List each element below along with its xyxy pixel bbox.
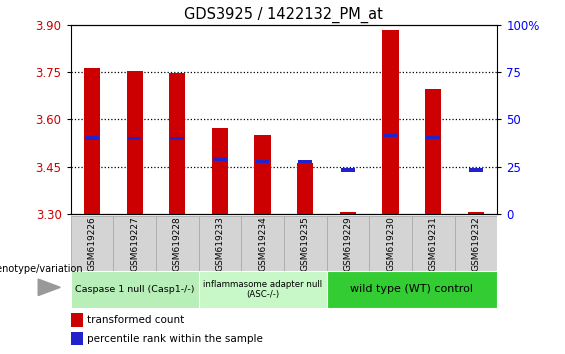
FancyBboxPatch shape [71, 271, 199, 308]
FancyBboxPatch shape [412, 216, 454, 271]
Text: transformed count: transformed count [87, 315, 184, 325]
Bar [128, 137, 141, 140]
Bar [127, 72, 143, 214]
Text: inflammasome adapter null
(ASC-/-): inflammasome adapter null (ASC-/-) [203, 280, 322, 299]
FancyBboxPatch shape [370, 216, 412, 271]
FancyBboxPatch shape [327, 216, 370, 271]
Text: wild type (WT) control: wild type (WT) control [350, 284, 473, 295]
Bar [298, 160, 312, 163]
FancyBboxPatch shape [327, 271, 497, 308]
Text: GSM619231: GSM619231 [429, 216, 438, 271]
Bar [254, 135, 271, 214]
Text: percentile rank within the sample: percentile rank within the sample [87, 333, 263, 343]
Title: GDS3925 / 1422132_PM_at: GDS3925 / 1422132_PM_at [185, 7, 383, 23]
FancyBboxPatch shape [199, 216, 241, 271]
Text: GSM619230: GSM619230 [386, 216, 395, 271]
Text: Caspase 1 null (Casp1-/-): Caspase 1 null (Casp1-/-) [75, 285, 194, 294]
Text: GSM619229: GSM619229 [344, 216, 353, 271]
Bar [256, 160, 270, 163]
FancyBboxPatch shape [71, 216, 113, 271]
FancyBboxPatch shape [156, 216, 199, 271]
Bar [84, 68, 100, 214]
Bar [71, 313, 82, 326]
Polygon shape [38, 279, 60, 296]
FancyBboxPatch shape [241, 216, 284, 271]
Bar [171, 137, 184, 140]
Bar [383, 30, 399, 214]
Bar [212, 128, 228, 214]
Bar [341, 168, 355, 172]
Bar [340, 212, 356, 214]
Text: GSM619235: GSM619235 [301, 216, 310, 271]
FancyBboxPatch shape [454, 216, 497, 271]
Text: GSM619232: GSM619232 [471, 216, 480, 271]
Text: GSM619233: GSM619233 [215, 216, 224, 271]
Bar [169, 73, 185, 214]
Bar [469, 168, 483, 172]
Bar [468, 212, 484, 214]
Bar [297, 163, 314, 214]
Bar [384, 134, 397, 137]
Text: genotype/variation: genotype/variation [0, 264, 83, 274]
Bar [213, 158, 227, 161]
FancyBboxPatch shape [113, 216, 156, 271]
Text: GSM619228: GSM619228 [173, 216, 182, 271]
Text: GSM619234: GSM619234 [258, 216, 267, 271]
FancyBboxPatch shape [199, 271, 327, 308]
FancyBboxPatch shape [284, 216, 327, 271]
Text: GSM619226: GSM619226 [88, 216, 97, 271]
Bar [71, 332, 82, 345]
Bar [425, 90, 441, 214]
Bar [85, 136, 99, 140]
Bar [427, 136, 440, 139]
Text: GSM619227: GSM619227 [130, 216, 139, 271]
